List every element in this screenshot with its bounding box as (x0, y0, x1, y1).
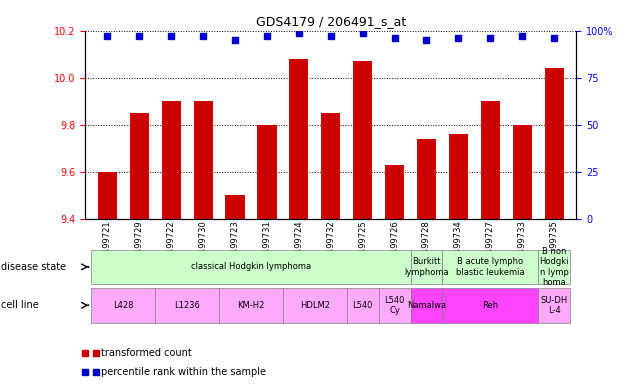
Text: classical Hodgkin lymphoma: classical Hodgkin lymphoma (191, 262, 311, 271)
Text: disease state: disease state (1, 262, 66, 272)
Bar (417, 139, 436, 219)
Bar (219, 288, 283, 323)
Bar (91, 250, 411, 284)
Point (549, 35, 559, 41)
Bar (538, 250, 570, 284)
Bar (321, 113, 340, 219)
Point (485, 35, 495, 41)
Bar (442, 288, 538, 323)
Bar (346, 288, 379, 323)
Bar (538, 288, 570, 323)
Bar (283, 288, 346, 323)
Bar (162, 101, 181, 219)
Bar (155, 288, 219, 323)
Bar (481, 101, 500, 219)
Point (389, 35, 399, 41)
Bar (385, 165, 404, 219)
Bar (130, 113, 149, 219)
Title: GDS4179 / 206491_s_at: GDS4179 / 206491_s_at (256, 15, 406, 28)
Point (134, 33, 144, 40)
Bar (544, 68, 564, 219)
Point (421, 37, 432, 43)
Point (262, 33, 272, 40)
Text: L1236: L1236 (175, 301, 200, 310)
Point (198, 33, 208, 40)
Point (326, 33, 336, 40)
Bar (289, 59, 309, 219)
Text: Reh: Reh (482, 301, 498, 310)
Text: transformed count: transformed count (101, 348, 192, 358)
Point (102, 33, 112, 40)
Bar (98, 172, 117, 219)
Point (358, 30, 368, 36)
Point (294, 30, 304, 36)
Text: Burkitt
lymphoma: Burkitt lymphoma (404, 257, 449, 276)
Bar (442, 250, 538, 284)
Bar (353, 61, 372, 219)
Text: L540: L540 (352, 301, 373, 310)
Text: KM-H2: KM-H2 (238, 301, 265, 310)
Bar (513, 125, 532, 219)
Text: HDLM2: HDLM2 (300, 301, 329, 310)
Bar (91, 288, 155, 323)
Text: SU-DH
L-4: SU-DH L-4 (541, 296, 568, 315)
Point (166, 33, 176, 40)
Bar (449, 134, 468, 219)
Text: Namalwa: Namalwa (407, 301, 446, 310)
Text: L540
Cy: L540 Cy (384, 296, 404, 315)
Text: cell line: cell line (1, 300, 39, 310)
Point (230, 37, 240, 43)
Bar (411, 288, 442, 323)
Text: percentile rank within the sample: percentile rank within the sample (101, 367, 266, 377)
Point (517, 33, 527, 40)
Text: B non
Hodgki
n lymp
homa: B non Hodgki n lymp homa (539, 247, 569, 287)
Bar (193, 101, 213, 219)
Text: B acute lympho
blastic leukemia: B acute lympho blastic leukemia (456, 257, 525, 276)
Text: L428: L428 (113, 301, 134, 310)
Bar (411, 250, 442, 284)
Point (454, 35, 464, 41)
Bar (226, 195, 244, 219)
Bar (379, 288, 411, 323)
Bar (258, 125, 277, 219)
